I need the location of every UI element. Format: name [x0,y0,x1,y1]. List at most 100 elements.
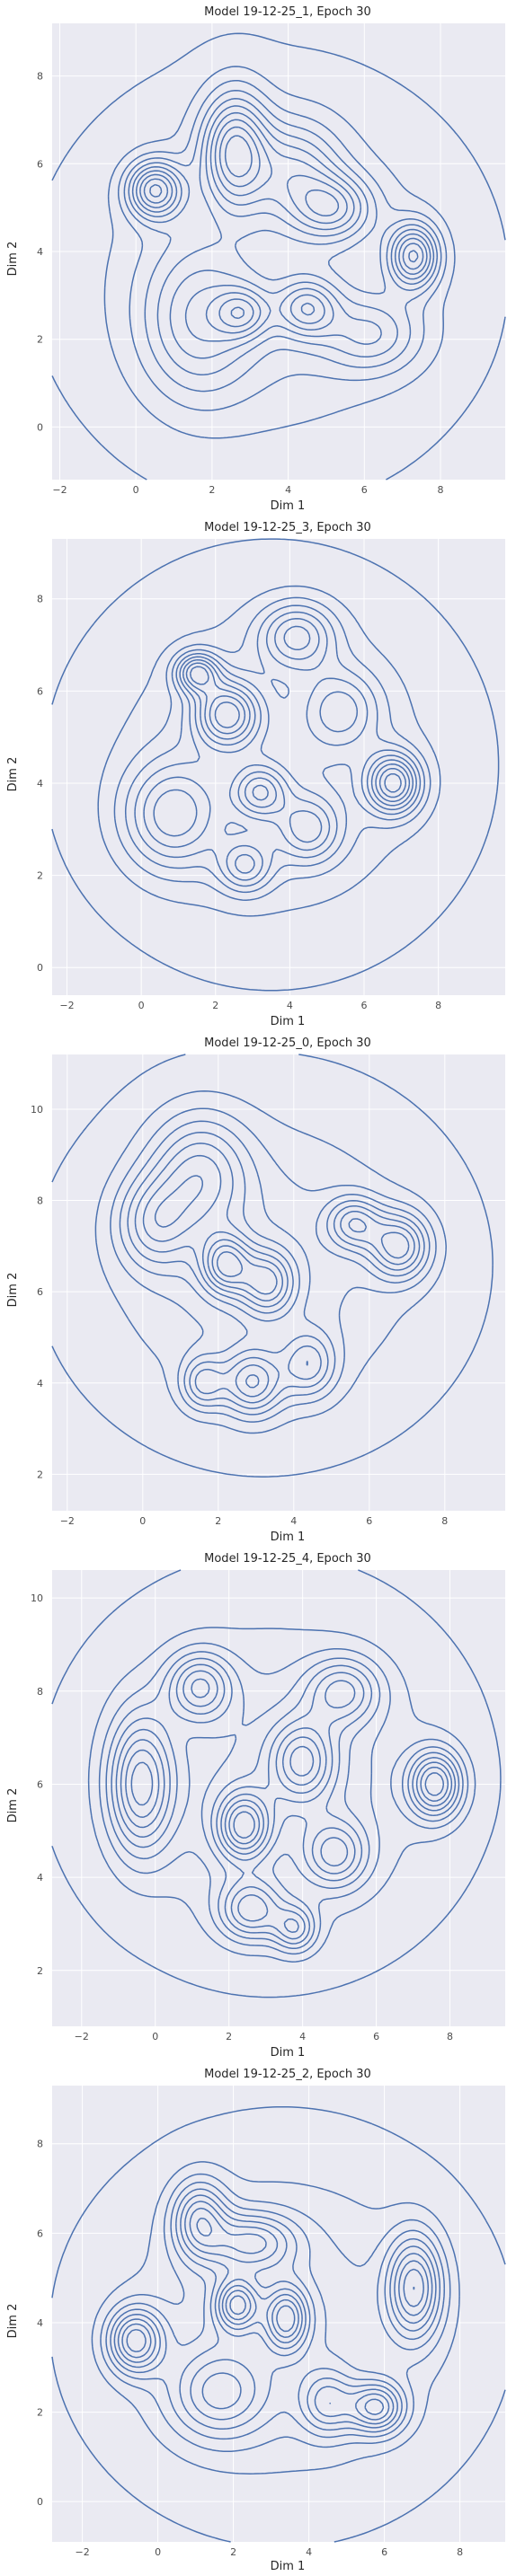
kde-chart-5: Model 19-12-25_2, Epoch 30 Dim 1 Dim 2 −… [6,2068,506,2573]
plot-area [52,539,505,995]
chart-title: Model 19-12-25_3, Epoch 30 [204,521,371,534]
gridlines [52,2086,505,2542]
y-tick-label: 8 [37,1195,43,1207]
kde-contours [51,538,500,992]
kde-contours [51,1569,502,1998]
density-contour-level-9 [143,126,424,328]
x-tick-label: 8 [441,1515,448,1527]
y-tick-label: 4 [37,246,43,258]
x-tick-label: −2 [59,1000,74,1011]
density-contour-level-6 [143,617,417,881]
density-contour-level-9 [189,666,407,801]
density-contour-level-5 [128,98,439,375]
y-tick-label: 2 [37,1965,43,1977]
y-axis-label: Dim 2 [6,757,20,792]
density-contour-level-6 [134,1142,421,1404]
y-tick-label: 4 [37,1378,43,1389]
density-contour-level-10 [149,135,419,320]
density-contour-level-5 [127,1131,425,1409]
density-contour-level-10 [216,1251,244,1278]
density-contour-level-9 [130,1745,445,1845]
y-axis-label: Dim 2 [6,1273,20,1308]
x-tick-label: −2 [75,2546,89,2558]
density-contour-level-2 [94,1090,447,1434]
density-contour-level-8 [185,662,411,808]
kde-contours [51,2105,506,2543]
x-axis-label: Dim 1 [271,2560,306,2573]
density-contour-level-1 [51,1569,502,1998]
density-contour-level-7 [153,625,414,874]
density-contour-level-1 [51,538,500,992]
x-tick-label: 8 [435,1000,441,1011]
y-tick-label: 2 [37,1469,43,1480]
density-contour-level-10 [214,701,402,793]
plot-area [52,1054,505,1511]
y-tick-label: 4 [37,1872,43,1883]
x-axis-label: Dim 1 [271,2046,306,2060]
kde-chart-4: Model 19-12-25_4, Epoch 30 Dim 1 Dim 2 −… [6,1552,505,2060]
density-contour-level-3 [117,79,448,411]
density-contour-level-3 [98,1642,469,1955]
density-contour-level-5 [110,2188,441,2433]
x-tick-label: 6 [361,484,368,496]
density-contour-level-1 [51,1054,494,1478]
density-contour-level-8 [154,1175,410,1389]
y-tick-label: 6 [37,2228,43,2239]
y-tick-label: 10 [31,1104,43,1116]
x-tick-label: 0 [133,484,139,496]
x-tick-label: 6 [381,2546,387,2558]
y-tick-label: 0 [37,421,43,433]
density-contour-level-10 [233,1811,255,1839]
density-contour-level-3 [110,1107,437,1423]
chart-title: Model 19-12-25_4, Epoch 30 [204,1552,371,1566]
density-contour-level-6 [115,1663,457,1940]
y-axis-label: Dim 2 [6,1788,20,1823]
density-contour-level-3 [113,596,431,901]
y-tick-label: 8 [37,594,43,605]
gridlines [52,23,505,480]
density-contour-level-8 [121,2207,430,2421]
x-tick-label: 8 [438,484,444,496]
y-axis-label: Dim 2 [6,2304,20,2339]
x-axis-label: Dim 1 [271,1531,306,1544]
y-tick-label: 2 [37,870,43,882]
chart-title: Model 19-12-25_1, Epoch 30 [204,5,371,19]
density-contour-level-6 [131,105,435,359]
x-tick-label: −2 [52,484,67,496]
x-tick-label: 4 [287,1000,293,1011]
density-contour-level-9 [211,1245,278,1295]
x-tick-label: 6 [373,2031,379,2042]
y-tick-label: 8 [37,71,43,83]
density-contour-level-7 [135,111,431,342]
y-axis-label: Dim 2 [6,242,20,277]
density-contour-level-1 [51,32,506,481]
density-contour-level-7 [120,1670,453,1934]
y-tick-label: 6 [37,1286,43,1298]
x-tick-label: 4 [290,1515,297,1527]
x-tick-label: −2 [60,1515,75,1527]
density-contour-level-4 [124,604,426,894]
y-tick-label: 6 [37,685,43,697]
x-tick-label: 4 [306,2546,312,2558]
y-tick-label: 6 [37,158,43,170]
density-contour-level-4 [105,1651,464,1950]
x-tick-label: 4 [299,2031,306,2042]
y-tick-label: 2 [37,2407,43,2419]
density-contour-level-2 [91,2161,460,2475]
x-tick-label: 2 [212,1000,218,1011]
x-tick-label: 2 [209,484,215,496]
kde-contours [51,32,506,481]
x-tick-label: 2 [226,2031,232,2042]
y-tick-label: 0 [37,962,43,974]
x-tick-label: 8 [457,2546,463,2558]
density-contour-level-7 [117,2201,433,2425]
kde-chart-3: Model 19-12-25_0, Epoch 30 Dim 1 Dim 2 −… [6,1037,505,1544]
chart-title: Model 19-12-25_0, Epoch 30 [204,1037,371,1050]
x-tick-label: 0 [138,1000,145,1011]
x-tick-label: 8 [447,2031,453,2042]
y-tick-label: 10 [31,1592,43,1604]
chart-title: Model 19-12-25_2, Epoch 30 [204,2068,371,2081]
density-contour-level-8 [139,119,428,334]
kde-contours [51,1054,494,1478]
